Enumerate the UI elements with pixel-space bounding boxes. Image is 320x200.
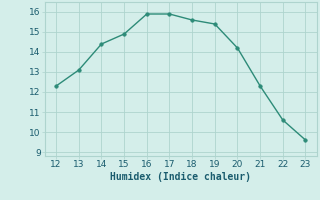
X-axis label: Humidex (Indice chaleur): Humidex (Indice chaleur)	[110, 172, 251, 182]
